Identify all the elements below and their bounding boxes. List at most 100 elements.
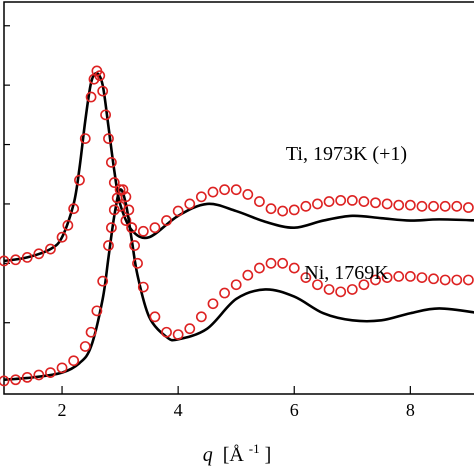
data-point [300, 272, 312, 283]
data-point [126, 222, 138, 234]
series-layer [0, 65, 474, 387]
data-point [300, 200, 312, 212]
series-line-2 [3, 188, 474, 382]
data-point [45, 367, 56, 379]
data-point [323, 196, 335, 207]
data-point [56, 231, 68, 243]
data-point [149, 222, 161, 234]
data-point [451, 274, 463, 286]
data-point [114, 184, 126, 196]
data-point [62, 219, 74, 231]
y-ticks [4, 25, 10, 324]
data-point [195, 311, 207, 323]
data-point [108, 204, 120, 216]
data-point [97, 85, 109, 97]
data-point [103, 133, 114, 145]
data-point [184, 198, 196, 210]
data-point [277, 205, 289, 217]
data-point [346, 194, 358, 206]
data-point [358, 196, 370, 207]
data-point [21, 251, 33, 263]
data-point [288, 262, 300, 274]
data-point [416, 272, 428, 283]
x-tick-label: 4 [174, 400, 183, 420]
data-point [358, 279, 370, 291]
x-axis-label: q [Å -1 ] [203, 436, 272, 466]
data-point [219, 184, 230, 196]
data-point [335, 286, 347, 298]
data-point [10, 254, 22, 266]
data-point [105, 222, 117, 234]
plot-frame [3, 1, 474, 395]
data-point [346, 284, 358, 295]
data-point [265, 257, 277, 269]
x-axis-unit-exponent: -1 [249, 441, 260, 456]
data-point [312, 198, 323, 210]
data-point [207, 298, 219, 310]
data-point [381, 198, 393, 210]
data-point [91, 305, 103, 317]
data-point [428, 273, 439, 285]
data-point [161, 215, 172, 226]
data-point [451, 200, 463, 212]
x-tick-label: 6 [290, 400, 299, 420]
data-point [132, 257, 143, 269]
data-point [462, 274, 474, 286]
data-point [68, 355, 80, 367]
data-point [404, 270, 416, 282]
data-point [120, 191, 132, 203]
data-point [120, 215, 132, 226]
data-point [254, 262, 265, 274]
data-point [416, 200, 428, 212]
data-point [45, 243, 56, 255]
data-point [68, 203, 80, 215]
data-point [10, 374, 22, 386]
data-point [335, 194, 347, 206]
data-point [242, 269, 254, 281]
data-point [439, 274, 451, 286]
data-point [137, 281, 149, 293]
data-point [254, 196, 265, 207]
data-point [0, 255, 10, 267]
x-axis-symbol: q [203, 444, 213, 466]
data-point [137, 225, 149, 237]
series-line-0 [3, 71, 474, 263]
data-point [312, 279, 323, 291]
data-point [0, 375, 10, 387]
data-point [94, 70, 106, 82]
data-point [85, 326, 97, 338]
series-annotation: Ti, 1973K (+1) [286, 143, 407, 165]
data-point [370, 274, 381, 286]
data-point [172, 329, 184, 341]
data-point [161, 326, 172, 338]
x-ticks: 2 4 6 8 [58, 386, 415, 420]
x-axis-unit: [Å [223, 444, 245, 466]
data-point [439, 200, 451, 212]
data-point [56, 362, 68, 374]
data-point [103, 240, 114, 251]
data-point [242, 189, 254, 200]
data-point [33, 369, 45, 381]
data-point [462, 202, 474, 213]
data-point [74, 174, 85, 186]
data-point [79, 341, 91, 352]
data-point [393, 270, 405, 282]
data-point [129, 240, 141, 251]
data-point [277, 257, 289, 269]
data-point [108, 177, 120, 188]
data-point [184, 323, 196, 335]
data-point [123, 204, 135, 216]
data-point [97, 275, 109, 287]
x-axis-unit-close: ] [265, 444, 272, 466]
data-point [393, 199, 405, 211]
data-point [404, 199, 416, 211]
data-point [117, 184, 129, 196]
data-point [79, 133, 91, 145]
annotations: Ti, 1973K (+1) Ni, 1769K [286, 143, 407, 284]
data-point [105, 156, 117, 168]
data-point [230, 184, 242, 196]
data-point [33, 248, 45, 260]
data-point [428, 200, 439, 212]
data-point [265, 203, 277, 215]
